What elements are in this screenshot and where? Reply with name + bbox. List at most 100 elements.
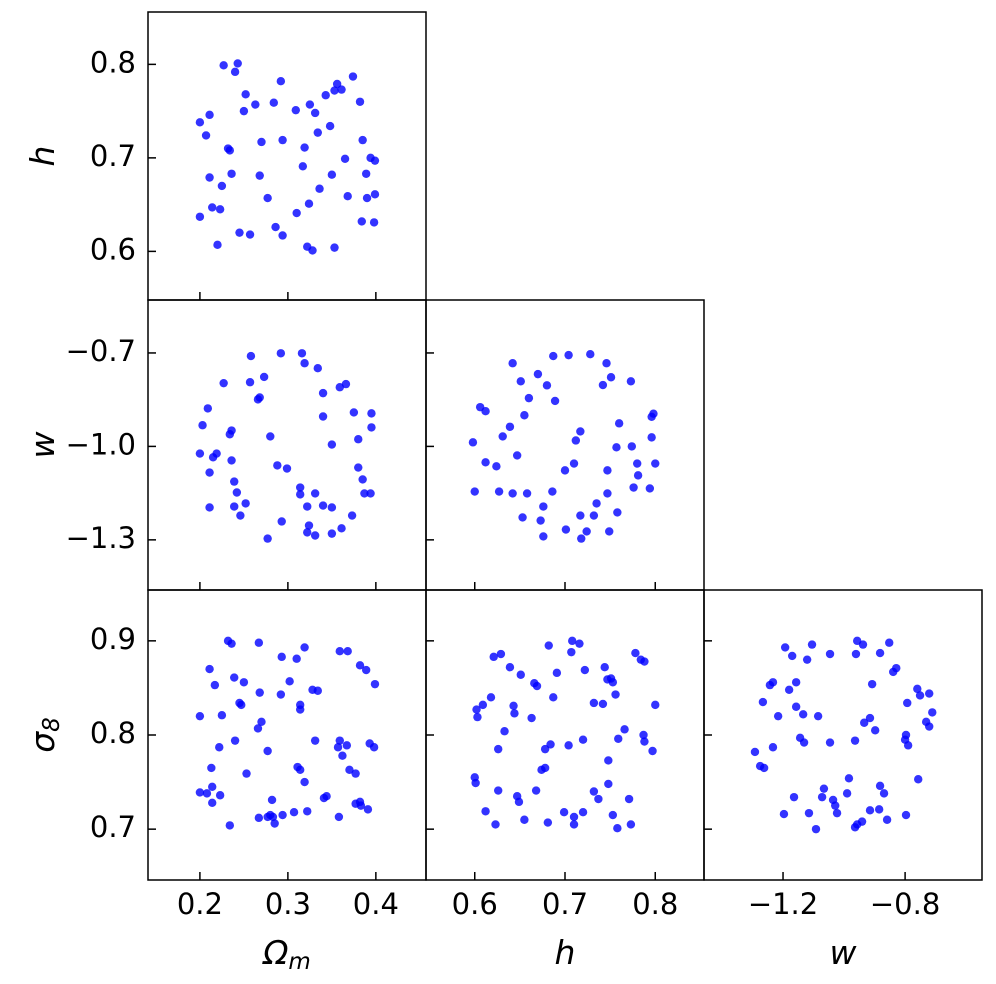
point [536, 516, 545, 525]
point [202, 789, 212, 798]
point [592, 499, 601, 508]
point [568, 636, 577, 646]
point [310, 489, 320, 498]
point [779, 809, 789, 819]
x-tick-label: −0.8 [870, 887, 940, 921]
point [586, 349, 595, 359]
point [195, 118, 205, 127]
point [246, 351, 256, 361]
point [263, 746, 272, 756]
point [509, 701, 518, 711]
point [791, 702, 801, 711]
point [195, 788, 205, 797]
point [522, 489, 532, 498]
point [520, 815, 529, 824]
point [804, 808, 814, 818]
point [548, 487, 557, 496]
point [345, 765, 354, 775]
point [758, 697, 768, 707]
point [366, 489, 375, 498]
point [369, 743, 379, 752]
axis-label: w [23, 431, 62, 459]
point [358, 135, 367, 145]
point [901, 810, 911, 820]
point [532, 681, 542, 691]
point [921, 717, 931, 727]
point [606, 373, 616, 382]
point [236, 511, 245, 520]
point [327, 170, 337, 179]
point [472, 705, 481, 714]
point [318, 412, 328, 421]
point [539, 532, 548, 541]
axis-label: h [23, 146, 62, 167]
point [313, 364, 322, 373]
point [903, 698, 912, 708]
point [510, 709, 519, 718]
point [263, 534, 272, 543]
point [295, 483, 305, 492]
point [321, 91, 330, 100]
point [338, 751, 347, 760]
point [318, 501, 328, 510]
point [857, 817, 867, 826]
point [750, 747, 760, 757]
point [225, 821, 235, 830]
point [201, 131, 211, 140]
point [569, 820, 579, 829]
point [611, 690, 620, 699]
point [263, 812, 272, 822]
point [245, 378, 255, 387]
point [259, 372, 269, 382]
point [539, 502, 548, 511]
point [600, 663, 609, 672]
point [207, 763, 216, 773]
point [578, 808, 588, 817]
point [604, 756, 613, 765]
point [213, 240, 222, 250]
point [571, 436, 581, 445]
point [481, 407, 490, 416]
point [195, 212, 205, 221]
y-tick-label: 0.7 [90, 810, 136, 844]
point [831, 801, 840, 810]
point [789, 792, 799, 802]
point [205, 110, 214, 120]
point [649, 409, 658, 418]
point [308, 246, 317, 255]
point [325, 121, 335, 131]
point [341, 379, 351, 389]
point [303, 502, 312, 511]
point [564, 350, 573, 360]
point [516, 670, 525, 679]
point [598, 699, 608, 709]
point [576, 511, 585, 520]
point [295, 765, 305, 775]
point [784, 685, 794, 695]
point [361, 169, 371, 178]
point [915, 691, 925, 700]
point [879, 789, 889, 798]
point [230, 477, 239, 486]
axis-label-text: σ [23, 731, 62, 753]
point [230, 673, 239, 682]
axis-label-text: w [23, 431, 62, 459]
point [508, 489, 517, 498]
point [524, 393, 534, 403]
point [613, 824, 622, 833]
point [217, 181, 227, 191]
point [773, 711, 783, 721]
point [292, 654, 301, 663]
point [215, 205, 225, 214]
point [819, 784, 829, 793]
point [277, 652, 286, 662]
axes-frame [147, 299, 427, 591]
point [257, 717, 266, 727]
point [481, 458, 490, 467]
x-tick-label: −1.2 [748, 887, 818, 921]
axes-frame [147, 589, 427, 881]
point [363, 805, 373, 814]
axis-label-sub: m [288, 949, 310, 975]
point [273, 461, 282, 470]
point [500, 727, 509, 736]
